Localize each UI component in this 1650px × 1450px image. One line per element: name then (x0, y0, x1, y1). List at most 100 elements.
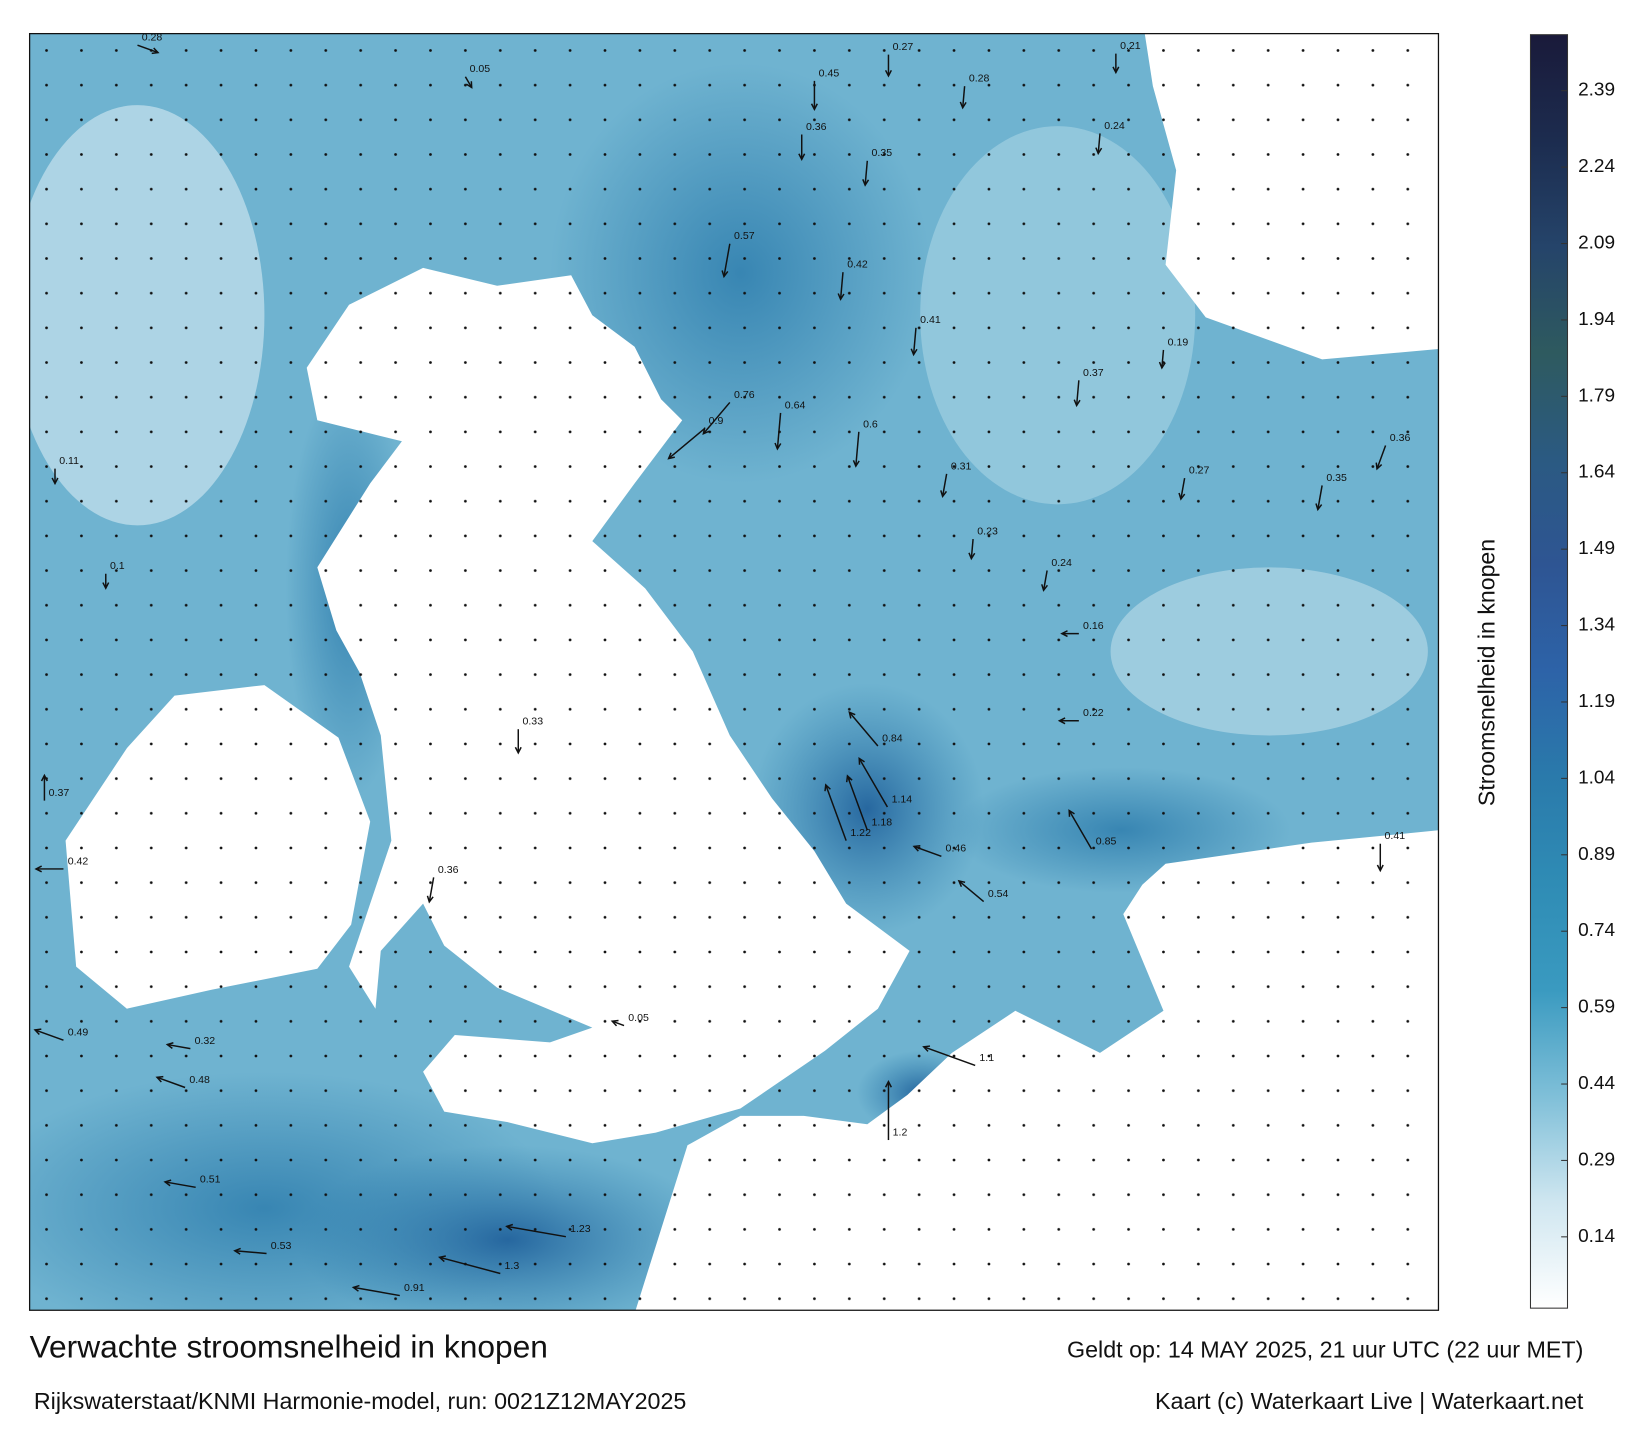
current-arrow (611, 1020, 625, 1027)
current-label: 1.1 (979, 1052, 994, 1064)
current-arrow (1317, 485, 1323, 510)
current-arrowhead (852, 460, 860, 468)
current-arrowhead (1158, 361, 1166, 370)
current-arrow (668, 428, 705, 460)
colorbar-tick-label: 1.79 (1578, 385, 1615, 406)
current-label: 0.6 (863, 418, 878, 430)
current-arrow (970, 538, 974, 559)
current-arrowhead (848, 711, 856, 719)
current-arrowhead (163, 1179, 172, 1187)
current-label: 0.33 (523, 716, 544, 728)
current-label: 1.3 (505, 1260, 520, 1272)
current-arrow (1068, 810, 1093, 850)
current-label: 0.05 (470, 63, 491, 75)
current-label: 0.32 (195, 1035, 216, 1047)
colorbar-tick-label: 0.74 (1578, 920, 1615, 941)
current-arrowhead (667, 452, 675, 460)
current-label: 0.85 (1096, 835, 1117, 847)
current-arrow (164, 1181, 196, 1189)
current-arrowhead (1178, 492, 1186, 501)
current-label: 0.35 (1326, 472, 1347, 484)
current-label: 0.36 (438, 864, 459, 876)
current-arrow (864, 160, 869, 186)
current-label: 0.57 (734, 230, 755, 242)
current-label: 0.46 (946, 843, 967, 855)
current-arrow (439, 1256, 501, 1275)
current-arrowhead (845, 774, 853, 783)
current-arrow (1376, 445, 1387, 470)
current-arrow (848, 711, 879, 747)
current-arrow (1180, 477, 1186, 500)
current-arrow (839, 272, 844, 300)
current-label: 0.54 (988, 888, 1009, 900)
current-arrow (1042, 570, 1048, 591)
current-arrowhead (438, 1255, 446, 1263)
current-arrow (137, 44, 159, 54)
current-arrowhead (165, 1042, 174, 1049)
current-label: 0.36 (1390, 432, 1411, 444)
current-label: 0.27 (893, 41, 914, 53)
current-label: 0.41 (1385, 830, 1406, 842)
current-label: 0.51 (200, 1174, 221, 1186)
current-arrow (923, 1046, 976, 1067)
current-arrow (234, 1250, 267, 1255)
colorbar-tick-label: 2.24 (1578, 156, 1615, 177)
current-arrowhead (155, 1075, 164, 1083)
colorbar-label: Stroomsnelheid in knopen (1473, 539, 1499, 806)
colorbar-tick-label: 0.44 (1578, 1073, 1615, 1094)
current-label: 0.48 (189, 1074, 210, 1086)
current-label: 0.84 (882, 732, 903, 744)
current-arrowhead (837, 293, 845, 301)
current-label: 1.23 (570, 1223, 591, 1235)
grid-dots (29, 33, 1439, 1311)
colorbar-tick-label: 1.94 (1578, 309, 1615, 330)
current-arrow (912, 327, 917, 355)
current-label: 0.42 (847, 259, 868, 271)
colorbar-tick-label: 0.29 (1578, 1149, 1615, 1170)
current-label: 0.1 (110, 560, 125, 572)
current-arrowhead (922, 1045, 931, 1052)
current-arrowhead (351, 1284, 360, 1292)
current-arrowhead (1057, 717, 1066, 725)
current-label: 1.14 (892, 793, 913, 805)
current-arrow (776, 412, 782, 449)
current-arrowhead (1315, 503, 1323, 512)
model-run: Rijkswaterstaat/KNMI Harmonie-model, run… (34, 1388, 687, 1414)
current-arrowhead (233, 1247, 241, 1255)
current-arrowhead (959, 101, 967, 110)
current-label: 1.2 (893, 1126, 908, 1138)
current-arrow (702, 401, 731, 435)
current-arrowhead (824, 783, 831, 792)
current-arrowhead (40, 773, 48, 782)
valid-time: Geldt op: 14 MAY 2025, 21 uur UTC (22 uu… (1067, 1337, 1583, 1363)
current-arrow (846, 775, 869, 831)
current-arrow (506, 1225, 566, 1238)
current-label: 0.37 (1083, 367, 1104, 379)
colorbar-tick-label: 2.39 (1578, 80, 1615, 101)
current-arrow (913, 845, 942, 858)
current-label: 0.16 (1083, 620, 1104, 632)
colorbar: Stroomsnelheid in knopen 0.14 0.29 0.44 0.5… (1473, 34, 1615, 1309)
current-arrowhead (968, 552, 976, 561)
current-label: 1.22 (850, 827, 871, 839)
current-label: 0.35 (872, 147, 893, 159)
current-label: 0.42 (68, 855, 89, 867)
current-label: 0.41 (920, 314, 941, 326)
current-arrowhead (774, 442, 782, 451)
current-arrowhead (1073, 399, 1081, 408)
current-label: 0.91 (404, 1282, 425, 1294)
current-arrowhead (1041, 584, 1049, 592)
current-label: 0.23 (977, 525, 998, 537)
current-arrow (961, 86, 966, 108)
current-arrowhead (810, 103, 818, 112)
current-layer: 0.28 0.27 0.21 0.45 0.28 0.36 0.35 0.24 0.57 0.42… (33, 34, 1411, 1297)
current-arrowhead (862, 179, 870, 187)
current-label: 0.36 (806, 121, 827, 133)
current-arrowhead (505, 1223, 514, 1231)
current-label: 0.24 (1104, 120, 1125, 132)
current-arrow (156, 1076, 186, 1089)
colorbar-scale (1529, 34, 1569, 1309)
current-arrowhead (721, 270, 729, 279)
colorbar-tick-label: 0.14 (1578, 1226, 1615, 1247)
